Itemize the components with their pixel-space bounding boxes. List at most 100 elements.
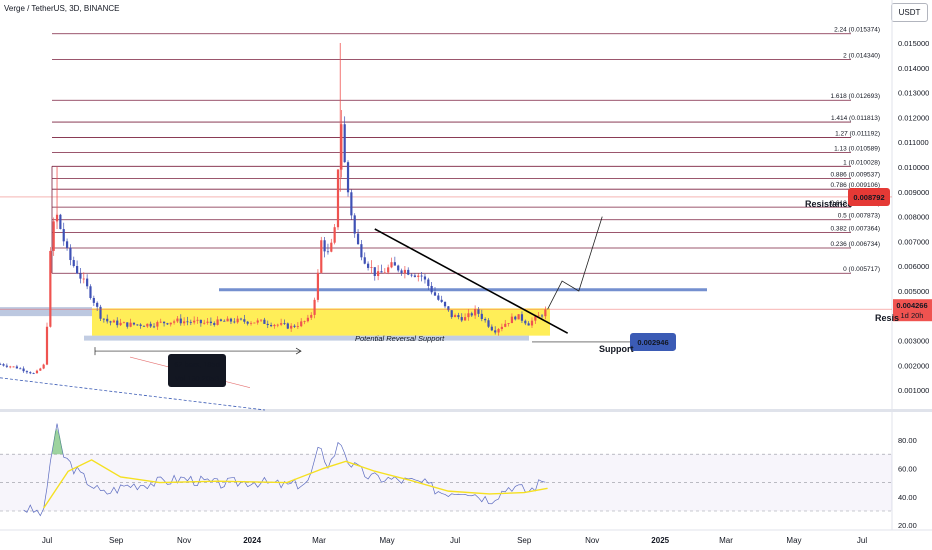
candle-body <box>363 257 366 264</box>
candle-body <box>76 266 79 274</box>
price-tick: 0.015000 <box>898 39 929 48</box>
candle-body <box>524 320 527 324</box>
candle-body <box>19 368 22 370</box>
candle-body <box>443 301 447 307</box>
candle-body <box>276 324 279 326</box>
candle-body <box>249 322 253 324</box>
candle-body <box>263 319 266 324</box>
time-tick: 2025 <box>651 536 669 545</box>
candle-body <box>119 322 122 326</box>
candle-body <box>373 267 376 276</box>
candle-body <box>256 320 259 323</box>
candle-body <box>423 276 427 280</box>
candle-body <box>189 321 192 323</box>
time-tick: Jul <box>450 536 460 545</box>
measure-bars: 62 bars, 185d <box>174 360 220 369</box>
candle-body <box>45 326 49 365</box>
candles <box>0 43 547 375</box>
price-tick: 0.010000 <box>898 163 929 172</box>
candle-body <box>0 364 2 365</box>
candle-body <box>427 279 430 286</box>
candle-body <box>544 309 547 317</box>
candle-body <box>136 324 139 326</box>
candle-body <box>467 313 470 318</box>
candle-body <box>383 272 386 274</box>
candle-body <box>410 274 413 276</box>
candle-body <box>49 250 52 327</box>
left-blue-zone <box>0 307 92 317</box>
candle-body <box>112 320 115 323</box>
candle-body <box>102 318 105 320</box>
time-tick: May <box>786 536 801 545</box>
time-tick: Jul <box>857 536 867 545</box>
candle-body <box>437 295 440 300</box>
candle-body <box>186 321 189 323</box>
fib-label: 0.786 (0.009106) <box>830 182 880 189</box>
candle-body <box>433 292 437 296</box>
candle-body <box>400 270 403 274</box>
candle-body <box>326 251 330 253</box>
candle-body <box>233 321 236 323</box>
reversal-zone <box>84 335 529 341</box>
candle-body <box>246 321 249 324</box>
candle-body <box>517 314 520 320</box>
candle-body <box>457 315 460 318</box>
rsi-tick: 80.00 <box>898 436 917 445</box>
candle-body <box>537 315 540 317</box>
candle-body <box>403 269 406 274</box>
fib-label: 0.5 (0.007873) <box>838 213 880 220</box>
resistance-badge-bg <box>848 187 890 206</box>
candle-body <box>286 323 289 329</box>
candle-body <box>259 319 263 321</box>
candle-body <box>300 321 303 327</box>
fib-label: 0 (0.005717) <box>843 266 880 273</box>
candle-body <box>407 269 410 275</box>
candle-body <box>219 319 223 321</box>
rsi-tick: 40.00 <box>898 493 917 502</box>
candle-body <box>303 321 306 323</box>
candle-body <box>203 322 206 324</box>
price-tick: 0.006000 <box>898 262 929 271</box>
price-tick: 0.009000 <box>898 188 929 197</box>
candle-body <box>196 319 199 321</box>
measure-box <box>168 354 226 387</box>
candle-body <box>397 265 400 271</box>
countdown: 1d 20h <box>901 311 924 320</box>
candle-body <box>477 309 480 314</box>
fib-label: 1.618 (0.012693) <box>830 93 880 100</box>
candle-body <box>380 271 383 273</box>
fib-label: 0.236 (0.006734) <box>830 241 880 248</box>
chart-title: Verge / TetherUS, 3D, BINANCE <box>4 4 120 13</box>
rsi-tick: 60.00 <box>898 464 917 473</box>
support-label: Support <box>599 344 634 354</box>
candle-body <box>96 302 99 307</box>
candle-body <box>336 169 340 228</box>
candle-body <box>72 260 75 267</box>
candle-body <box>470 313 473 316</box>
lower-dashed-trend <box>0 377 266 411</box>
rsi-line <box>23 423 546 517</box>
candle-body <box>534 316 537 321</box>
candle-body <box>310 314 313 318</box>
candle-body <box>193 320 196 323</box>
candle-body <box>306 317 309 322</box>
time-tick: 2024 <box>243 536 261 545</box>
candle-body <box>504 323 507 327</box>
candle-body <box>484 318 487 321</box>
candle-body <box>293 325 296 327</box>
rsi-panel <box>0 423 892 517</box>
projection-path <box>547 216 603 310</box>
candle-body <box>35 370 39 374</box>
candle-body <box>92 297 95 303</box>
candle-body <box>273 324 276 327</box>
candle-body <box>390 262 393 268</box>
candle-body <box>183 321 186 324</box>
candle-body <box>106 318 109 322</box>
candle-body <box>9 366 12 368</box>
candle-body <box>239 318 243 320</box>
rsi-ma-line <box>43 459 548 509</box>
candle-body <box>497 329 500 333</box>
candle-body <box>126 322 129 327</box>
current-price-bg <box>893 299 932 322</box>
